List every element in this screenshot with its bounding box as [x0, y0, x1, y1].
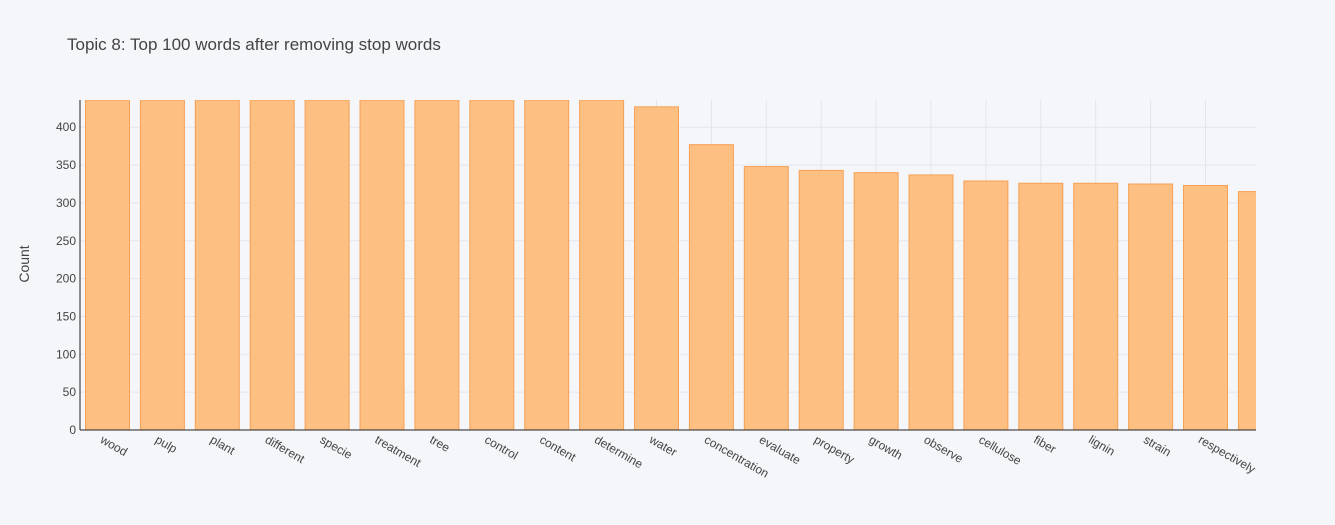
x-tick-label: specie — [318, 432, 355, 462]
y-tick-labels: 0 50 100 150 200 250 300 350 400 — [56, 120, 76, 437]
bar[interactable] — [688, 144, 734, 430]
x-tick-label: plant — [208, 432, 238, 457]
bar[interactable] — [1128, 183, 1174, 430]
bar[interactable] — [304, 100, 350, 430]
x-tick-label: property — [812, 432, 857, 466]
x-tick-label: control — [482, 432, 520, 462]
x-tick-label: content — [537, 432, 579, 464]
y-tick-label: 250 — [56, 234, 76, 248]
x-tick-label: determine — [592, 432, 645, 471]
bar[interactable] — [359, 100, 405, 430]
bar[interactable] — [249, 100, 295, 430]
y-tick-label: 50 — [63, 385, 77, 399]
bar[interactable] — [139, 100, 185, 430]
x-tick-label: evaluate — [757, 432, 804, 467]
x-tick-label: cellulose — [976, 432, 1024, 468]
x-tick-label: fiber — [1031, 432, 1058, 456]
x-tick-label: treatment — [373, 432, 424, 470]
axis-layer — [79, 100, 1256, 431]
bar[interactable] — [524, 100, 570, 430]
x-tick-label: wood — [97, 432, 130, 459]
bar[interactable] — [85, 100, 130, 430]
x-tick-label: observe — [922, 432, 966, 466]
x-tick-label: strain — [1141, 432, 1173, 459]
bar[interactable] — [1183, 185, 1228, 430]
bar[interactable] — [963, 180, 1009, 430]
chart-title: Topic 8: Top 100 words after removing st… — [67, 35, 441, 54]
x-tick-label: respectively — [1196, 432, 1258, 476]
y-tick-label: 100 — [56, 347, 76, 361]
bar[interactable] — [634, 106, 679, 430]
y-tick-label: 300 — [56, 196, 76, 210]
y-tick-label: 400 — [56, 120, 76, 134]
y-tick-label: 150 — [56, 309, 76, 323]
x-tick-label: water — [646, 432, 679, 459]
y-tick-label: 200 — [56, 272, 76, 286]
bar[interactable] — [743, 166, 789, 430]
y-tick-label: 0 — [69, 423, 76, 437]
bar[interactable] — [908, 174, 954, 430]
x-tick-label: different — [263, 432, 308, 466]
bar[interactable] — [1073, 182, 1119, 430]
bar[interactable] — [1237, 191, 1282, 430]
y-tick-label: 350 — [56, 158, 76, 172]
x-tick-labels: wood pulp plant different specie treatment tre… — [97, 432, 1258, 481]
x-tick-label: lignin — [1086, 432, 1117, 458]
bar[interactable] — [194, 100, 240, 430]
y-axis-title: Count — [16, 245, 32, 282]
x-tick-label: tree — [427, 432, 452, 455]
bar[interactable] — [1018, 182, 1064, 430]
bar[interactable] — [414, 100, 460, 430]
bar[interactable] — [469, 100, 515, 430]
bar-layer — [85, 100, 1282, 430]
bar[interactable] — [798, 169, 844, 430]
bar[interactable] — [579, 100, 625, 430]
x-tick-label: pulp — [153, 432, 180, 456]
x-tick-label: growth — [867, 432, 905, 462]
bar[interactable] — [853, 172, 899, 430]
